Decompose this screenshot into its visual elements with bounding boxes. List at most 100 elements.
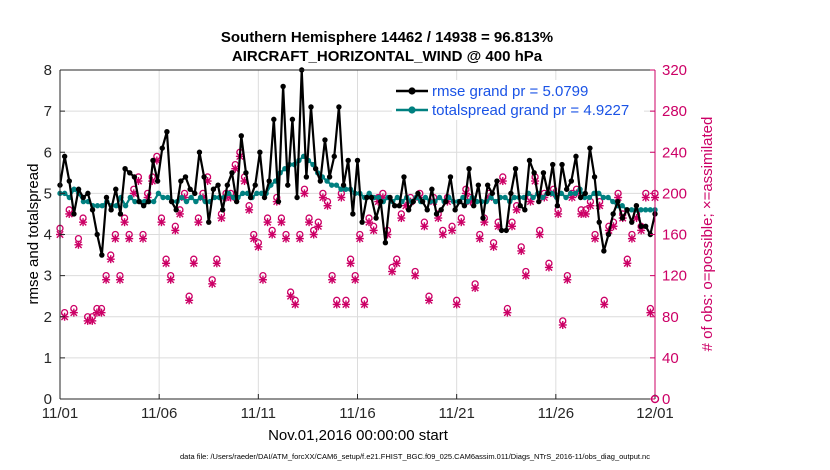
obs-assimilated-marker [300,189,309,198]
obs-assimilated-marker [282,234,291,243]
rmse-point [396,203,403,209]
obs-assimilated-marker [152,156,161,165]
obs-assimilated-marker [217,214,226,223]
totalspread-point [188,194,194,201]
obs-assimilated-marker [323,201,332,210]
obs-assimilated-marker [351,275,360,284]
rmse-point [168,198,175,205]
rmse-point [187,186,193,192]
rmse-point [587,145,593,151]
totalspread-point [122,203,129,209]
right-y-tick-label: 280 [662,103,687,120]
obs-assimilated-marker [314,222,323,231]
totalspread-point [610,198,616,205]
rmse-point [280,83,286,90]
rmse-point [550,161,556,168]
obs-assimilated-marker [475,234,484,243]
obs-assimilated-marker [120,218,129,227]
obs-assimilated-marker [535,230,544,239]
rmse-point [206,219,212,225]
obs-assimilated-marker [637,226,646,235]
rmse-point [201,174,207,180]
rmse-point [512,166,519,172]
rmse-point [71,211,77,217]
rmse-point [447,174,454,180]
rmse-point [405,207,412,213]
obs-assimilated-marker [355,234,364,243]
totalspread-point [71,186,77,192]
rmse-point [605,231,612,238]
left-y-axis-label: rmse and totalspread [25,164,42,305]
totalspread-point [628,207,635,213]
left-y-tick-label: 2 [44,309,52,326]
obs-assimilated-marker [258,275,267,284]
rmse-point [66,178,73,184]
obs-assimilated-marker [318,193,327,202]
totalspread-point [375,194,382,201]
obs-assimilated-marker [254,242,263,251]
rmse-point [540,170,547,176]
x-tick-label: 11/11 [241,405,276,422]
totalspread-point [179,194,185,201]
right-y-tick-label: 320 [662,62,687,79]
legend: rmse grand pr = 5.0799 totalspread grand… [392,80,644,120]
totalspread-point [127,194,133,201]
rmse-point [368,194,375,201]
rmse-point [275,198,282,205]
rmse-point [108,207,114,213]
obs-assimilated-marker [457,218,466,227]
right-y-tick-label: 120 [662,268,687,285]
rmse-point [215,182,221,188]
obs-assimilated-marker [286,292,295,301]
obs-assimilated-marker [194,218,203,227]
totalspread-point [638,207,644,213]
rmse-point [252,182,258,188]
rmse-point [629,219,635,225]
rmse-point [80,194,86,201]
rmse-point [466,166,472,172]
rmse-point [624,207,630,213]
obs-assimilated-marker [503,308,512,317]
rmse-point [238,133,244,139]
rmse-point [568,178,575,184]
rmse-point [266,178,272,184]
rmse-point [591,174,598,180]
totalspread-point [488,194,494,201]
right-y-tick-label: 80 [662,309,679,326]
rmse-point [326,174,333,180]
totalspread-point [258,190,265,197]
rmse-point [247,194,254,201]
rmse-point [387,194,393,201]
chart-title-line-1: Southern Hemisphere 14462 / 14938 = 96.8… [221,29,553,46]
right-axis-zero-marker [650,394,660,404]
obs-assimilated-marker [420,222,429,231]
x-tick-label: 11/01 [42,405,78,422]
rmse-point [99,252,105,258]
obs-assimilated-marker [360,300,369,309]
rmse-point [489,190,495,197]
rmse-point [484,182,491,188]
obs-assimilated-marker [332,300,341,309]
rmse-point [173,207,179,213]
totalspread-point [539,194,546,201]
x-tick-label: 12/01 [636,405,674,422]
rmse-point [610,211,616,217]
rmse-point [517,203,523,209]
rmse-point [475,182,482,188]
totalspread-point [586,194,593,201]
rmse-point [424,207,430,213]
rmse-point [457,198,463,205]
rmse-point [410,198,416,205]
right-y-tick-label: 240 [662,144,687,161]
rmse-point [508,190,514,197]
totalspread-point [422,194,429,201]
rmse-point [364,194,370,201]
totalspread-point [619,203,625,209]
obs-assimilated-marker [263,218,272,227]
rmse-point [233,198,240,205]
totalspread-point [225,190,232,197]
rmse-point [643,223,649,229]
left-y-tick-label: 6 [44,144,52,161]
obs-assimilated-marker [438,230,447,239]
